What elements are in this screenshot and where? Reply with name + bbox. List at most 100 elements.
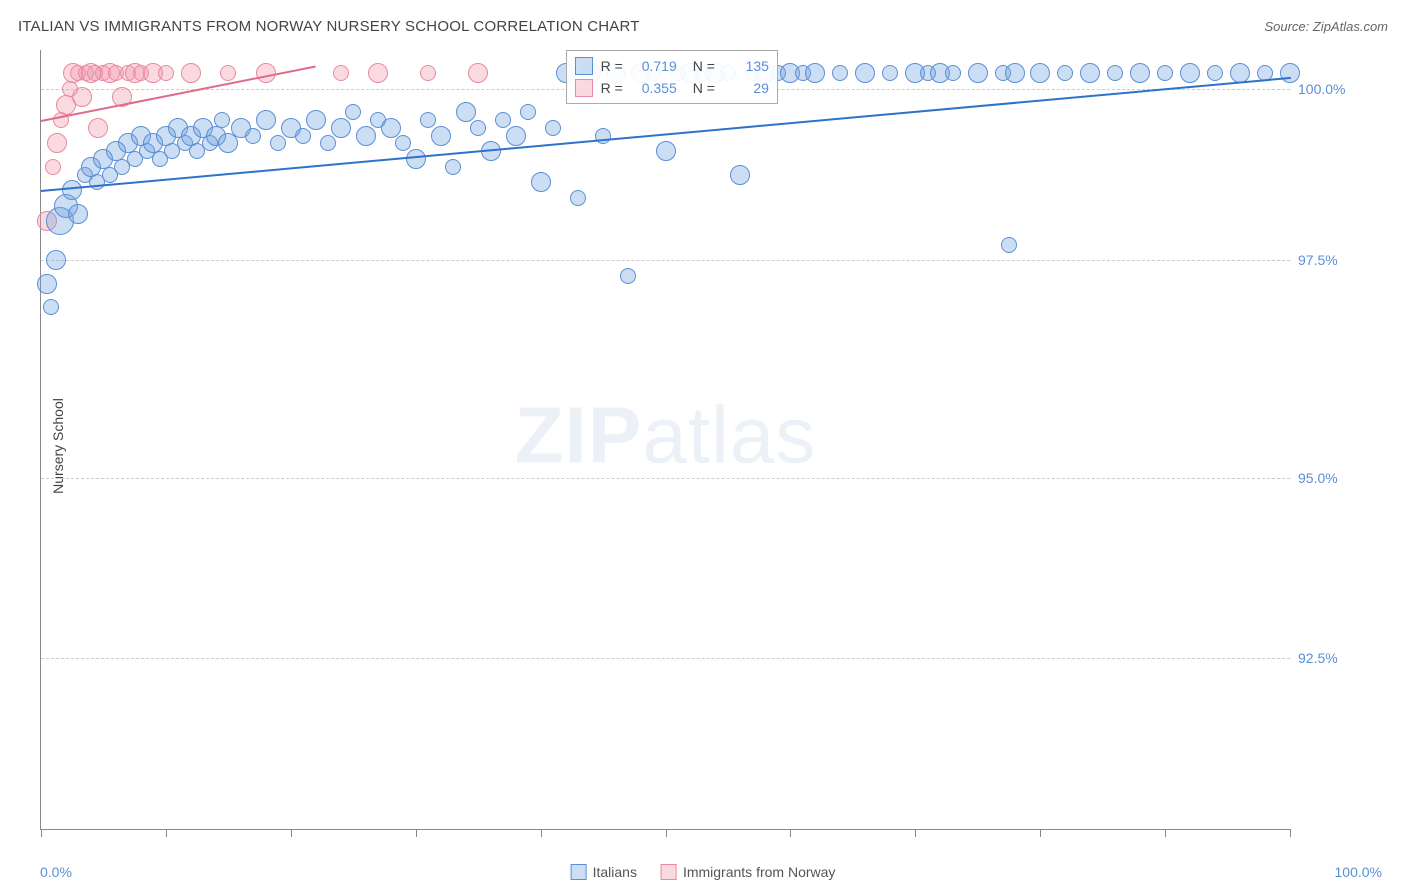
stats-n-label: N = xyxy=(693,58,715,74)
data-point-italians xyxy=(431,126,451,146)
x-tick xyxy=(416,829,417,837)
data-point-italians xyxy=(495,112,511,128)
title-row: ITALIAN VS IMMIGRANTS FROM NORWAY NURSER… xyxy=(18,18,1388,35)
data-point-italians xyxy=(306,110,326,130)
legend-label-norway: Immigrants from Norway xyxy=(683,864,835,880)
data-point-italians xyxy=(37,274,57,294)
stats-r-label: R = xyxy=(601,80,623,96)
legend-swatch-italians xyxy=(571,864,587,880)
x-tick xyxy=(41,829,42,837)
data-point-italians xyxy=(406,149,426,169)
data-point-italians xyxy=(1130,63,1150,83)
y-tick-label: 100.0% xyxy=(1298,81,1378,97)
stats-swatch xyxy=(575,57,593,75)
x-axis-max-label: 100.0% xyxy=(1335,864,1382,880)
data-point-italians xyxy=(1005,63,1025,83)
x-tick xyxy=(1165,829,1166,837)
data-point-italians xyxy=(68,204,88,224)
data-point-italians xyxy=(882,65,898,81)
legend-label-italians: Italians xyxy=(593,864,637,880)
y-tick-label: 92.5% xyxy=(1298,650,1378,666)
data-point-italians xyxy=(531,172,551,192)
x-tick xyxy=(1040,829,1041,837)
data-point-italians xyxy=(1157,65,1173,81)
data-point-italians xyxy=(1280,63,1300,83)
data-point-italians xyxy=(320,135,336,151)
data-point-italians xyxy=(1207,65,1223,81)
data-point-norway xyxy=(420,65,436,81)
data-point-italians xyxy=(730,165,750,185)
data-point-norway xyxy=(158,65,174,81)
data-point-italians xyxy=(420,112,436,128)
data-point-italians xyxy=(456,102,476,122)
stats-row-norway: R = 0.355 N = 29 xyxy=(575,77,769,99)
data-point-norway xyxy=(220,65,236,81)
data-point-italians xyxy=(1080,63,1100,83)
data-point-italians xyxy=(62,180,82,200)
data-point-italians xyxy=(656,141,676,161)
data-point-norway xyxy=(47,133,67,153)
data-point-italians xyxy=(43,299,59,315)
source-label: Source: ZipAtlas.com xyxy=(1264,19,1388,34)
data-point-norway xyxy=(468,63,488,83)
legend: Italians Immigrants from Norway xyxy=(571,864,836,880)
x-tick xyxy=(166,829,167,837)
data-point-italians xyxy=(968,63,988,83)
watermark-light: atlas xyxy=(642,390,816,479)
data-point-italians xyxy=(331,118,351,138)
x-tick xyxy=(666,829,667,837)
data-point-italians xyxy=(832,65,848,81)
data-point-italians xyxy=(945,65,961,81)
stats-n-value: 135 xyxy=(723,58,769,74)
data-point-italians xyxy=(445,159,461,175)
data-point-italians xyxy=(1057,65,1073,81)
x-tick xyxy=(790,829,791,837)
data-point-italians xyxy=(1030,63,1050,83)
data-point-italians xyxy=(356,126,376,146)
data-point-italians xyxy=(506,126,526,146)
data-point-italians xyxy=(256,110,276,130)
gridline xyxy=(41,658,1290,659)
data-point-italians xyxy=(214,112,230,128)
plot-area: ZIPatlas 100.0%97.5%95.0%92.5%R =0.719N … xyxy=(40,50,1290,830)
x-tick xyxy=(1290,829,1291,837)
data-point-italians xyxy=(46,250,66,270)
stats-r-value: 0.355 xyxy=(631,80,677,96)
data-point-italians xyxy=(470,120,486,136)
x-tick xyxy=(915,829,916,837)
data-point-italians xyxy=(1001,237,1017,253)
data-point-norway xyxy=(88,118,108,138)
data-point-norway xyxy=(181,63,201,83)
correlation-chart: ITALIAN VS IMMIGRANTS FROM NORWAY NURSER… xyxy=(0,0,1406,892)
stats-row-italians: R = 0.719 N = 135 xyxy=(575,55,769,77)
data-point-italians xyxy=(855,63,875,83)
stats-swatch xyxy=(575,79,593,97)
data-point-norway xyxy=(72,87,92,107)
data-point-italians xyxy=(245,128,261,144)
x-tick xyxy=(541,829,542,837)
y-tick-label: 95.0% xyxy=(1298,470,1378,486)
gridline xyxy=(41,260,1290,261)
y-tick-label: 97.5% xyxy=(1298,252,1378,268)
data-point-norway xyxy=(333,65,349,81)
data-point-italians xyxy=(381,118,401,138)
stats-n-value: 29 xyxy=(723,80,769,96)
data-point-italians xyxy=(270,135,286,151)
data-point-italians xyxy=(1107,65,1123,81)
data-point-italians xyxy=(520,104,536,120)
data-point-italians xyxy=(805,63,825,83)
stats-box: R = 0.719 N = 135 R = 0.355 N = 29 xyxy=(566,50,778,104)
legend-item-norway: Immigrants from Norway xyxy=(661,864,835,880)
legend-item-italians: Italians xyxy=(571,864,637,880)
data-point-norway xyxy=(368,63,388,83)
data-point-italians xyxy=(545,120,561,136)
legend-swatch-norway xyxy=(661,864,677,880)
stats-r-value: 0.719 xyxy=(631,58,677,74)
chart-title: ITALIAN VS IMMIGRANTS FROM NORWAY NURSER… xyxy=(18,18,640,35)
watermark-bold: ZIP xyxy=(515,390,642,479)
x-tick xyxy=(291,829,292,837)
stats-r-label: R = xyxy=(601,58,623,74)
stats-n-label: N = xyxy=(693,80,715,96)
data-point-norway xyxy=(45,159,61,175)
watermark: ZIPatlas xyxy=(515,389,816,481)
